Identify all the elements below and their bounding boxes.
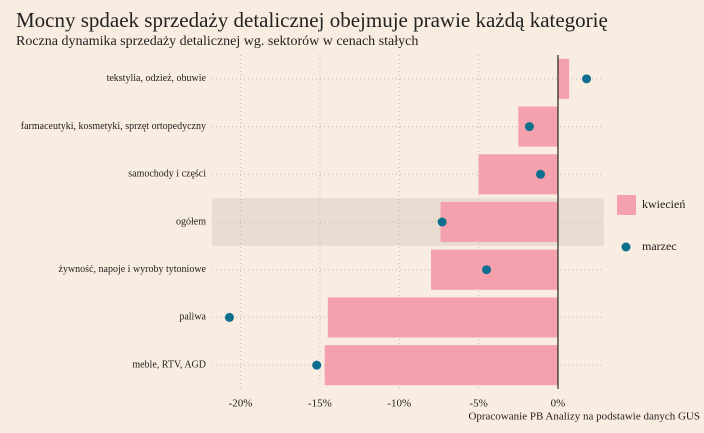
y-tick-label: farmaceutyki, kosmetyki, sprzęt ortopedy… xyxy=(21,121,206,132)
dot xyxy=(437,217,447,227)
dot xyxy=(524,122,534,132)
chart-subtitle: Roczna dynamika sprzedaży detalicznej wg… xyxy=(16,34,418,49)
x-tick-label: -10% xyxy=(387,398,411,410)
dot xyxy=(312,360,322,370)
bar xyxy=(431,249,558,290)
x-tick-label: -20% xyxy=(229,398,253,410)
legend-swatch xyxy=(617,195,636,215)
y-tick-label: meble, RTV, AGD xyxy=(132,359,206,370)
y-tick-label: żywność, napoje i wyroby tytoniowe xyxy=(59,264,207,275)
x-tick-label: -5% xyxy=(469,398,487,410)
source-note: Opracowanie PB Analizy na podstawie dany… xyxy=(468,411,700,423)
y-tick-label: ogółem xyxy=(176,216,206,227)
x-tick-label: -15% xyxy=(308,398,332,410)
legend-label: marzec xyxy=(642,239,677,253)
x-tick-label: 0% xyxy=(551,398,566,410)
legend-label: kwiecień xyxy=(642,197,685,211)
y-tick-label: paliwa xyxy=(179,312,206,323)
y-tick-label: samochody i części xyxy=(128,169,206,180)
bar xyxy=(440,201,558,243)
y-tick-label: tekstylia, odzież, obuwie xyxy=(107,73,207,84)
dot xyxy=(482,265,492,275)
bar xyxy=(557,58,570,99)
bar xyxy=(327,297,558,338)
chart-title: Mocny spdaek sprzedaży detalicznej obejm… xyxy=(16,8,608,32)
bar xyxy=(324,345,558,386)
dot xyxy=(536,169,546,179)
dot xyxy=(224,312,234,322)
legend-swatch xyxy=(621,242,631,252)
dot xyxy=(582,74,592,84)
bar xyxy=(518,106,558,147)
bar xyxy=(478,154,558,195)
